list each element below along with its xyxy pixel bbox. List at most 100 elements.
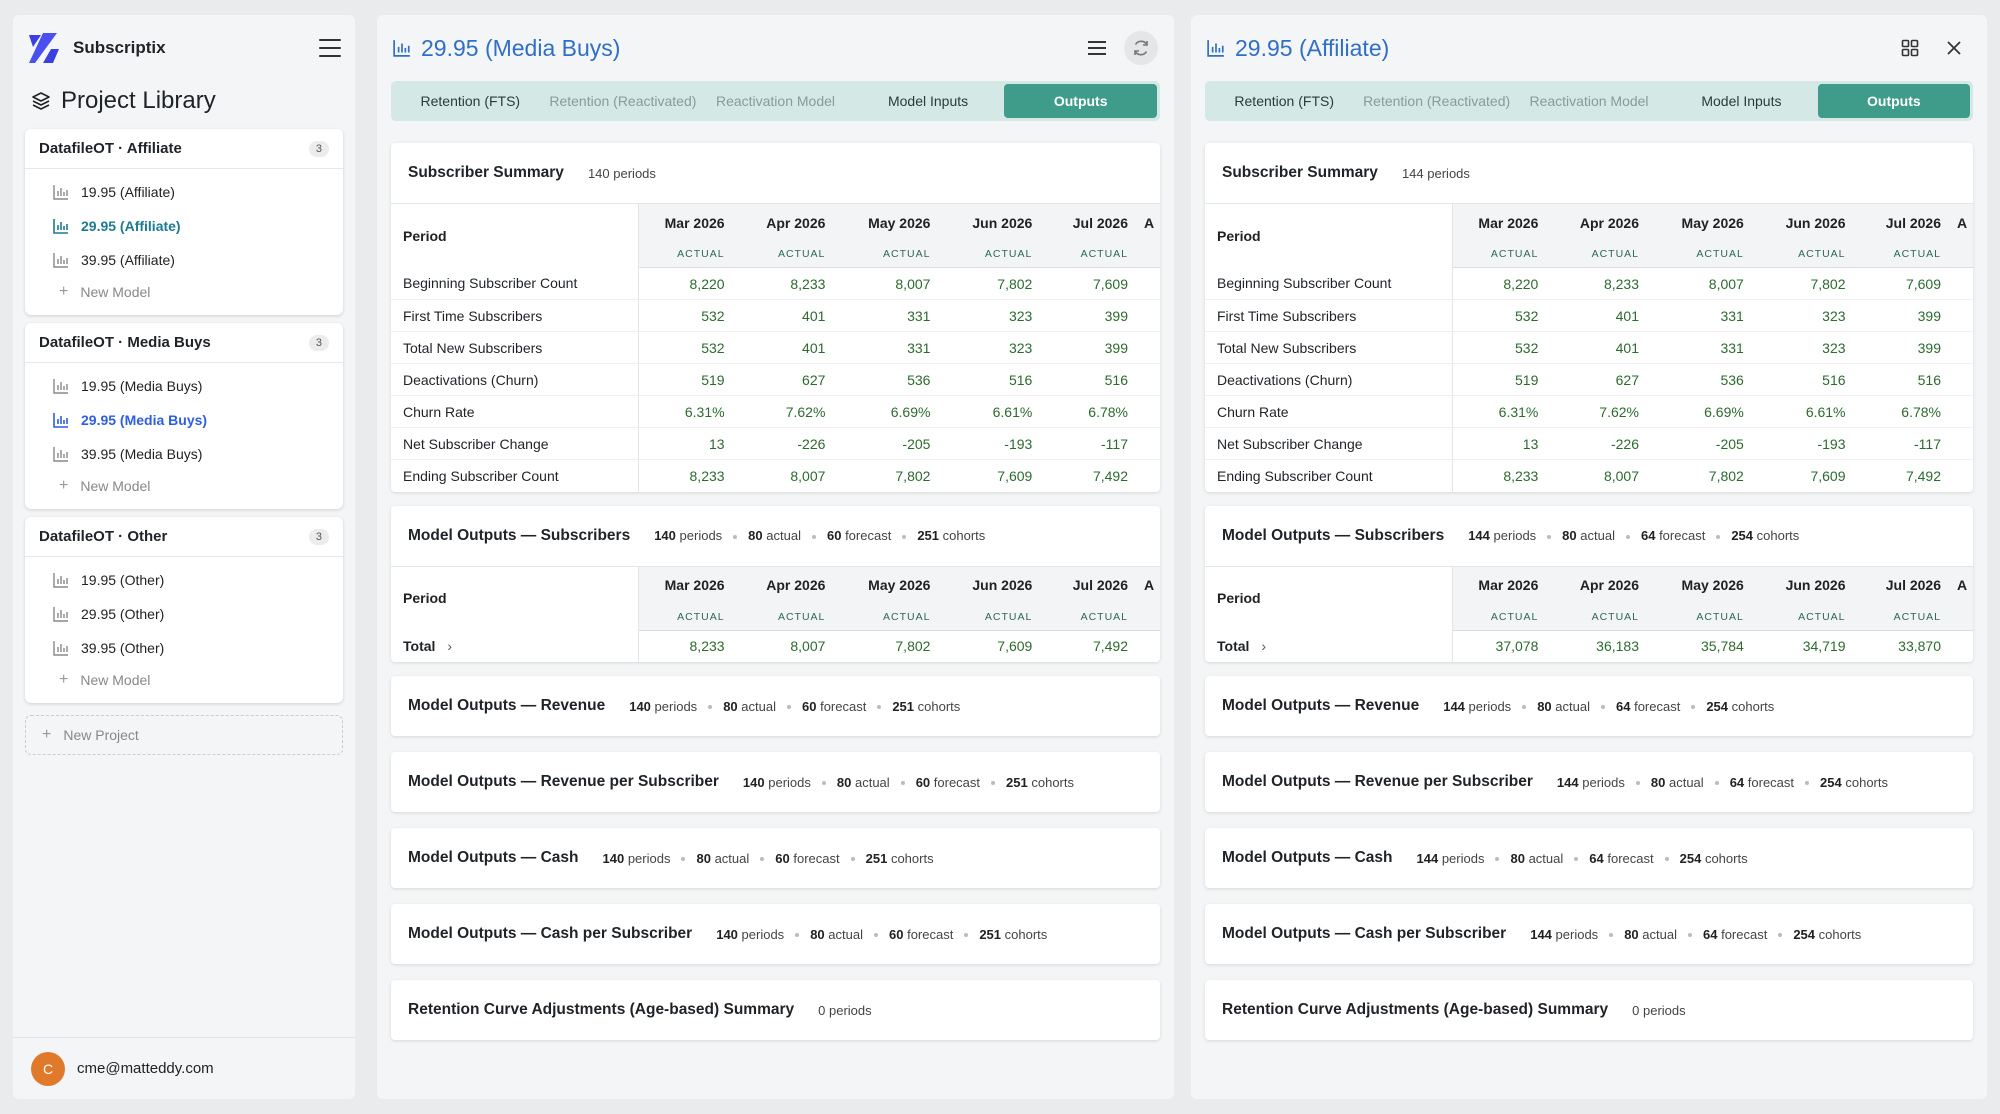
model-item[interactable]: 39.95 (Affiliate) bbox=[25, 243, 343, 277]
model-item[interactable]: 19.95 (Affiliate) bbox=[25, 175, 343, 209]
month-header: May 2026 bbox=[841, 565, 947, 604]
model-outputs-cash-card[interactable]: Model Outputs — Cash 144 periods 80 actua… bbox=[1205, 828, 1973, 888]
card-header[interactable]: Retention Curve Adjustments (Age-based) … bbox=[1205, 980, 1973, 1040]
month-header: May 2026 bbox=[841, 203, 947, 242]
chevron-right-icon[interactable]: › bbox=[1261, 638, 1267, 654]
model-outputs-revenue-per-subscriber-card[interactable]: Model Outputs — Revenue per Subscriber 1… bbox=[391, 752, 1160, 812]
tab-model-inputs[interactable]: Model Inputs bbox=[887, 93, 969, 109]
total-row[interactable]: Total › 37,078 36,183 35,784 34,719 33,87… bbox=[1205, 630, 1973, 662]
project-header[interactable]: DatafileOT · Affiliate 3 bbox=[25, 129, 343, 169]
cell-value: 627 bbox=[740, 363, 842, 396]
cell-value: -117 bbox=[1861, 427, 1957, 460]
bar-chart-icon bbox=[53, 253, 68, 268]
card-header[interactable]: Model Outputs — Revenue per Subscriber 1… bbox=[391, 752, 1160, 812]
menu-icon[interactable] bbox=[1080, 31, 1114, 65]
model-name: 39.95 (Affiliate) bbox=[81, 252, 175, 268]
cell-value: 532 bbox=[1452, 299, 1555, 332]
row-label: Net Subscriber Change bbox=[1205, 427, 1453, 460]
card-header[interactable]: Model Outputs — Cash per Subscriber 144 … bbox=[1205, 904, 1973, 964]
retention-curve-adjustments-card[interactable]: Retention Curve Adjustments (Age-based) … bbox=[391, 980, 1160, 1040]
model-outputs-revenue-per-subscriber-card[interactable]: Model Outputs — Revenue per Subscriber 1… bbox=[1205, 752, 1973, 812]
project-header[interactable]: DatafileOT · Other 3 bbox=[25, 517, 343, 557]
menu-icon[interactable] bbox=[319, 39, 341, 57]
new-project-button[interactable]: + New Project bbox=[25, 715, 343, 755]
actual-tag: ACTUAL bbox=[1655, 604, 1760, 631]
cell-value: 399 bbox=[1861, 331, 1957, 364]
new-model-button[interactable]: + New Model bbox=[25, 471, 343, 501]
month-header: Jul 2026 bbox=[1861, 565, 1957, 604]
actual-tag: ACTUAL bbox=[1759, 241, 1862, 268]
row-label: Ending Subscriber Count bbox=[1205, 459, 1453, 492]
model-item[interactable]: 39.95 (Media Buys) bbox=[25, 437, 343, 471]
model-item[interactable]: 19.95 (Other) bbox=[25, 563, 343, 597]
project-card: DatafileOT · Media Buys 3 19.95 (Media B… bbox=[25, 323, 343, 509]
card-header[interactable]: Model Outputs — Subscribers 140 periods 8… bbox=[391, 506, 1160, 566]
tab-retention-fts[interactable]: Retention (FTS) bbox=[420, 93, 521, 109]
card-header[interactable]: Model Outputs — Cash 144 periods 80 actua… bbox=[1205, 828, 1973, 888]
actual-tag: ACTUAL bbox=[1554, 604, 1655, 631]
actual-tag: ACTUAL bbox=[1655, 241, 1760, 268]
model-outputs-cash-card[interactable]: Model Outputs — Cash 140 periods 80 actua… bbox=[391, 828, 1160, 888]
cell-value: 331 bbox=[841, 299, 947, 332]
project-header[interactable]: DatafileOT · Media Buys 3 bbox=[25, 323, 343, 363]
total-row[interactable]: Total › 8,233 8,007 7,802 7,609 7,492 bbox=[391, 630, 1160, 662]
chevron-right-icon[interactable]: › bbox=[447, 638, 453, 654]
card-header[interactable]: Model Outputs — Revenue 140 periods 80 ac… bbox=[391, 676, 1160, 736]
model-item-active[interactable]: 29.95 (Affiliate) bbox=[25, 209, 343, 243]
close-icon[interactable] bbox=[1937, 31, 1971, 65]
cell-value: 627 bbox=[1554, 363, 1655, 396]
bar-chart-icon bbox=[393, 40, 410, 57]
total-value: 7,492 bbox=[1092, 638, 1128, 655]
bar-chart-icon bbox=[53, 219, 68, 234]
new-model-button[interactable]: + New Model bbox=[25, 665, 343, 695]
tab-outputs[interactable]: Outputs bbox=[1004, 84, 1157, 118]
model-outputs-cash-per-subscriber-card[interactable]: Model Outputs — Cash per Subscriber 144 … bbox=[1205, 904, 1973, 964]
retention-curve-adjustments-card[interactable]: Retention Curve Adjustments (Age-based) … bbox=[1205, 980, 1973, 1040]
tab-retention-reactivated[interactable]: Retention (Reactivated) bbox=[1363, 93, 1511, 109]
model-outputs-revenue-card[interactable]: Model Outputs — Revenue 144 periods 80 ac… bbox=[1205, 676, 1973, 736]
model-outputs-cash-per-subscriber-card[interactable]: Model Outputs — Cash per Subscriber 140 … bbox=[391, 904, 1160, 964]
tab-reactivation-model[interactable]: Reactivation Model bbox=[715, 93, 836, 109]
tab-retention-reactivated[interactable]: Retention (Reactivated) bbox=[549, 93, 697, 109]
card-header[interactable]: Model Outputs — Subscribers 144 periods 8… bbox=[1205, 506, 1973, 566]
row-label: Total New Subscribers bbox=[391, 331, 639, 364]
model-count-badge: 3 bbox=[308, 140, 329, 157]
card-header[interactable]: Model Outputs — Cash 140 periods 80 actua… bbox=[391, 828, 1160, 888]
model-item[interactable]: 39.95 (Other) bbox=[25, 631, 343, 665]
model-name: 19.95 (Other) bbox=[81, 572, 165, 588]
tab-reactivation-model[interactable]: Reactivation Model bbox=[1529, 93, 1649, 109]
month-header: Jun 2026 bbox=[946, 565, 1049, 604]
model-item[interactable]: 29.95 (Other) bbox=[25, 597, 343, 631]
card-header[interactable]: Model Outputs — Revenue per Subscriber 1… bbox=[1205, 752, 1973, 812]
model-outputs-revenue-card[interactable]: Model Outputs — Revenue 140 periods 80 ac… bbox=[391, 676, 1160, 736]
cell-value: 7,609 bbox=[997, 467, 1033, 484]
card-header[interactable]: Model Outputs — Cash per Subscriber 140 … bbox=[391, 904, 1160, 964]
cell-value: 536 bbox=[1655, 363, 1760, 396]
user-footer[interactable]: C cme@matteddy.com bbox=[13, 1037, 355, 1099]
month-header: Jul 2026 bbox=[1048, 565, 1144, 604]
period-header: Period bbox=[391, 203, 639, 268]
tab-outputs[interactable]: Outputs bbox=[1817, 84, 1971, 118]
card-header[interactable]: Model Outputs — Revenue 144 periods 80 ac… bbox=[1205, 676, 1973, 736]
card-header[interactable]: Retention Curve Adjustments (Age-based) … bbox=[391, 980, 1160, 1040]
refresh-icon[interactable] bbox=[1124, 31, 1158, 65]
periods-meta: 140 periods 80 actual 60 forecast 251 cohor… bbox=[742, 774, 1074, 790]
brand-name: Subscriptix bbox=[73, 38, 166, 57]
model-item[interactable]: 19.95 (Media Buys) bbox=[25, 369, 343, 403]
actual-tag: ACTUAL bbox=[638, 604, 741, 631]
grid-icon[interactable] bbox=[1893, 31, 1927, 65]
cell-value: 401 bbox=[740, 331, 842, 364]
month-header: Jun 2026 bbox=[1759, 203, 1862, 242]
cell-value: 6.78% bbox=[1861, 395, 1957, 428]
tab-retention-fts[interactable]: Retention (FTS) bbox=[1234, 93, 1334, 109]
cell-value: 516 bbox=[1048, 363, 1144, 396]
new-model-button[interactable]: + New Model bbox=[25, 277, 343, 307]
total-value: 34,719 bbox=[1802, 638, 1846, 655]
month-header: Mar 2026 bbox=[1452, 203, 1555, 242]
card-header[interactable]: Subscriber Summary 140 periods bbox=[391, 143, 1160, 203]
model-item-active[interactable]: 29.95 (Media Buys) bbox=[25, 403, 343, 437]
tab-model-inputs[interactable]: Model Inputs bbox=[1701, 93, 1782, 109]
actual-tag: ACTUAL bbox=[841, 604, 947, 631]
cell-value: 6.31% bbox=[1452, 395, 1555, 428]
card-header[interactable]: Subscriber Summary 144 periods bbox=[1205, 143, 1973, 203]
